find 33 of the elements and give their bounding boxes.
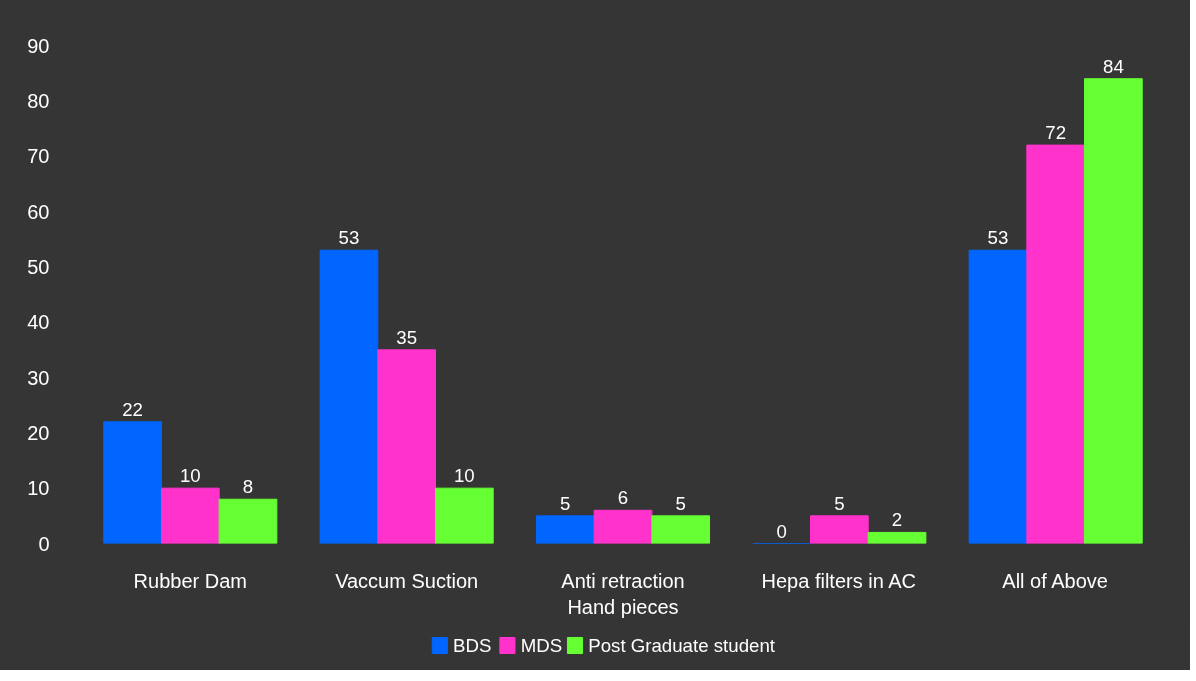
data-label: 35 [396, 326, 418, 348]
y-tick-label: 70 [27, 145, 50, 168]
data-label: 10 [453, 465, 475, 487]
y-tick-label: 50 [27, 255, 50, 278]
y-tick-label: 80 [27, 89, 50, 112]
y-tick-label: 60 [27, 200, 50, 223]
y-tick-label: 40 [27, 311, 50, 334]
legend-label: Post Graduate student [588, 635, 776, 656]
legend-label: MDS [520, 635, 563, 656]
x-tick-label: Vaccum Suction [335, 569, 479, 592]
data-label: 53 [338, 227, 360, 249]
data-label: 0 [776, 520, 787, 542]
data-label: 84 [1103, 55, 1124, 77]
data-label: 6 [617, 487, 629, 509]
data-label: 5 [675, 492, 686, 514]
x-tick-label: Rubber Dam [133, 569, 248, 592]
y-tick-label: 20 [27, 421, 50, 444]
x-tick-label: Anti retraction Hand pieces [561, 569, 685, 618]
y-tick-label: 30 [27, 366, 50, 389]
y-tick-label: 90 [27, 34, 50, 57]
x-tick-label: All of Above [1002, 569, 1108, 592]
data-label: 8 [242, 476, 254, 498]
data-label: 2 [891, 509, 903, 531]
data-label: 5 [560, 492, 571, 514]
x-tick-label: Hepa filters in AC [761, 569, 917, 592]
data-label: 53 [987, 227, 1009, 249]
y-tick-label: 10 [27, 477, 50, 500]
data-label: 72 [1045, 122, 1067, 144]
legend-label: BDS [453, 635, 492, 656]
data-label: 5 [834, 492, 845, 514]
data-label: 22 [122, 398, 144, 420]
data-label: 10 [179, 465, 201, 487]
y-tick-label: 0 [38, 532, 50, 555]
